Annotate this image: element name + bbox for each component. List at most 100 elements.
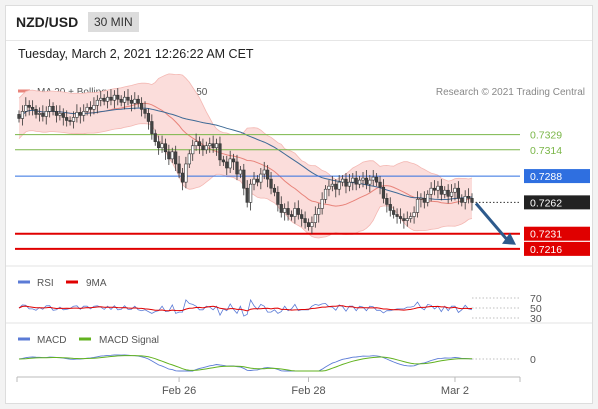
candle-body bbox=[334, 183, 338, 190]
candle-body bbox=[92, 105, 96, 110]
bollinger-lower-line bbox=[18, 123, 473, 239]
legend-swatch-ma20 bbox=[18, 89, 30, 93]
candle-body bbox=[283, 208, 287, 213]
candle-body bbox=[140, 102, 144, 110]
level-label-pivot: 0.7288 bbox=[530, 171, 562, 183]
legend-label-macd: MACD bbox=[37, 335, 66, 346]
candle-body bbox=[184, 163, 188, 183]
candle-body bbox=[392, 210, 396, 215]
candle-body bbox=[99, 97, 103, 101]
bollinger-upper-line bbox=[18, 73, 473, 182]
candle-body bbox=[170, 151, 174, 160]
candle-body bbox=[272, 187, 277, 193]
candle-body bbox=[150, 121, 154, 134]
candle-body bbox=[48, 106, 52, 112]
candle-body bbox=[262, 169, 266, 175]
legend-swatch-macd-signal bbox=[79, 337, 91, 341]
candle-body bbox=[20, 111, 25, 119]
candle-body bbox=[412, 212, 416, 217]
candle-body bbox=[78, 112, 82, 116]
candle-body bbox=[293, 208, 297, 217]
bollinger-band bbox=[19, 73, 472, 239]
candle-body bbox=[51, 106, 55, 112]
candle-body bbox=[211, 143, 215, 149]
candle-body bbox=[378, 181, 382, 188]
candle-body bbox=[231, 158, 236, 163]
candle-body bbox=[395, 214, 399, 217]
candle-body bbox=[44, 111, 48, 117]
candle-body bbox=[398, 216, 403, 219]
candle-body bbox=[112, 94, 116, 101]
candle-body bbox=[177, 163, 181, 174]
level-label-box-pivot bbox=[524, 169, 590, 184]
legend-label-rsi: RSI bbox=[37, 278, 54, 289]
candle-body bbox=[133, 98, 137, 104]
candle-body bbox=[167, 151, 171, 160]
candle-body bbox=[344, 178, 348, 187]
candle-body bbox=[460, 198, 464, 203]
candle-body bbox=[327, 185, 331, 190]
candle-body bbox=[289, 214, 294, 217]
candle-body bbox=[351, 177, 355, 183]
candle-body bbox=[221, 159, 225, 163]
time-axis-label: Mar 2 bbox=[441, 385, 469, 397]
candle-body bbox=[453, 187, 457, 193]
candle-body bbox=[180, 172, 185, 183]
candle-body bbox=[109, 96, 113, 101]
candle-body bbox=[470, 198, 474, 203]
candle-body bbox=[381, 186, 386, 199]
level-label-box-current bbox=[524, 195, 590, 210]
candle-body bbox=[405, 218, 409, 221]
candle-body bbox=[361, 177, 365, 181]
candle-body bbox=[446, 189, 450, 197]
date-line: Tuesday, March 2, 2021 12:26:22 AM CET bbox=[18, 47, 254, 61]
forecast-arrow-shaft bbox=[474, 202, 510, 242]
level-label-resistance: 0.7314 bbox=[530, 145, 562, 157]
candle-body bbox=[82, 111, 86, 116]
candle-body bbox=[54, 111, 59, 116]
candle-body bbox=[422, 198, 426, 203]
forecast-arrow-head bbox=[502, 232, 516, 245]
candle-body bbox=[174, 151, 178, 165]
candle-body bbox=[419, 198, 423, 200]
candle-body bbox=[31, 107, 35, 110]
candle-body bbox=[58, 113, 62, 116]
macd-signal-line bbox=[18, 355, 473, 372]
candle-body bbox=[228, 158, 232, 169]
candle-body bbox=[208, 143, 212, 147]
candle-body bbox=[409, 216, 413, 219]
candle-body bbox=[249, 183, 253, 203]
candle-body bbox=[426, 193, 430, 203]
macd-tick-label: 0 bbox=[530, 354, 536, 366]
candle-body bbox=[320, 199, 324, 209]
candle-body bbox=[41, 113, 45, 117]
candle-body bbox=[313, 214, 317, 223]
level-label-support: 0.7216 bbox=[530, 244, 562, 256]
candle-body bbox=[300, 214, 304, 219]
candle-body bbox=[160, 143, 164, 149]
candle-body bbox=[368, 179, 372, 185]
macd-line bbox=[18, 354, 473, 372]
candle-body bbox=[296, 208, 300, 215]
level-label-box-support bbox=[524, 241, 590, 256]
candle-body bbox=[102, 97, 106, 102]
rsi-ma-line bbox=[18, 305, 473, 312]
candle-body bbox=[65, 117, 69, 121]
candle-body bbox=[276, 191, 280, 205]
candle-body bbox=[449, 191, 454, 197]
candle-body bbox=[259, 173, 263, 183]
candle-body bbox=[337, 181, 341, 190]
timeframe-badge[interactable]: 30 MIN bbox=[88, 12, 139, 32]
candle-body bbox=[323, 188, 328, 200]
candle-body bbox=[71, 117, 76, 122]
candle-body bbox=[242, 169, 246, 189]
candle-body bbox=[119, 98, 123, 103]
candle-body bbox=[340, 178, 345, 183]
candle-body bbox=[194, 141, 198, 147]
time-axis-label: Feb 26 bbox=[162, 385, 196, 397]
candle-body bbox=[75, 112, 79, 118]
candle-body bbox=[279, 204, 283, 213]
candle-body bbox=[330, 183, 334, 187]
candle-body bbox=[146, 113, 151, 122]
